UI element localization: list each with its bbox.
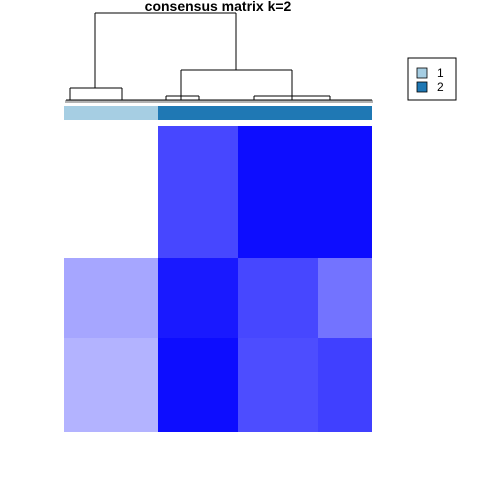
class-bar-segment-2 <box>238 106 318 120</box>
legend: 12 <box>407 57 457 101</box>
class-bar-segment-1 <box>64 106 158 120</box>
heatmap-cell <box>158 258 238 338</box>
heatmap-cell <box>238 126 318 258</box>
class-annotation-bar <box>64 106 372 120</box>
heatmap-cell <box>158 338 238 432</box>
column-dendrogram <box>65 12 373 103</box>
heatmap-cell <box>238 338 318 432</box>
heatmap-cell <box>318 126 372 258</box>
heatmap-cells <box>64 126 372 432</box>
heatmap-cell <box>318 338 372 432</box>
legend-swatch-1 <box>416 67 428 79</box>
chart-title: consensus matrix k=2 <box>145 0 292 14</box>
legend-label-1: 1 <box>437 66 444 80</box>
legend-swatch-2 <box>416 81 428 93</box>
legend-label-2: 2 <box>437 80 444 94</box>
class-bar-segment-2 <box>158 106 238 120</box>
heatmap-cell <box>238 258 318 338</box>
heatmap-cell <box>158 126 238 258</box>
heatmap-cell <box>64 258 158 338</box>
legend-box <box>407 57 457 101</box>
heatmap-cell <box>64 126 158 258</box>
heatmap-cell <box>64 338 158 432</box>
class-bar-segment-2 <box>318 106 372 120</box>
heatmap-cell <box>318 258 372 338</box>
